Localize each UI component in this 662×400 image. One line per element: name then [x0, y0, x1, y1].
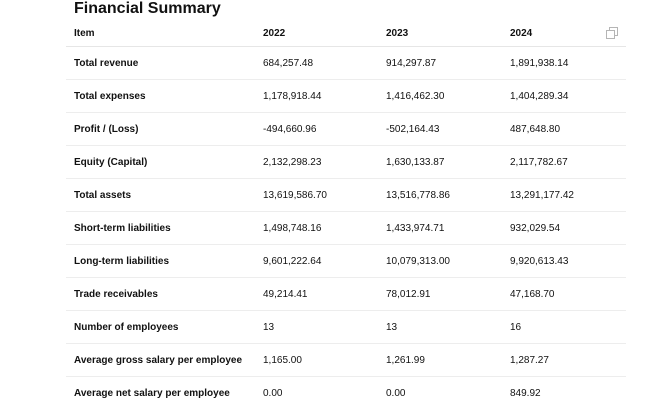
cell-2023: 10,079,313.00 — [386, 255, 450, 267]
column-header-2024: 2024 — [510, 27, 533, 39]
cell-2022: 1,165.00 — [263, 354, 302, 366]
cell-2022: 2,132,298.23 — [263, 156, 322, 168]
cell-2024: 932,029.54 — [510, 222, 561, 234]
table-row: Trade receivables 49,214.41 78,012.91 47,16… — [66, 278, 626, 311]
row-label: Average gross salary per employee — [74, 354, 243, 366]
cell-2023: 13,516,778.86 — [386, 189, 450, 201]
row-label: Total assets — [74, 189, 132, 201]
row-label: Equity (Capital) — [74, 156, 148, 168]
table-row: Total expenses 1,178,918.44 1,416,462.30 1,… — [66, 80, 626, 113]
table-row: Total revenue 684,257.48 914,297.87 1,891,9… — [66, 47, 626, 80]
row-label: Short-term liabilities — [74, 222, 171, 234]
column-header-item: Item — [74, 27, 95, 39]
cell-2023: -502,164.43 — [386, 123, 440, 135]
cell-2023: 0.00 — [386, 387, 406, 399]
table-row: Average gross salary per employee 1,165.0… — [66, 344, 626, 377]
table-row: Number of employees 13 13 16 — [66, 311, 626, 344]
cell-2024: 1,891,938.14 — [510, 57, 569, 69]
row-label: Trade receivables — [74, 288, 158, 300]
row-label: Average net salary per employee — [74, 387, 230, 399]
row-label: Number of employees — [74, 321, 179, 333]
cell-2022: 13,619,586.70 — [263, 189, 327, 201]
cell-2023: 13 — [386, 321, 398, 333]
column-header-2023: 2023 — [386, 27, 409, 39]
cell-2023: 1,433,974.71 — [386, 222, 445, 234]
cell-2023: 1,630,133.87 — [386, 156, 445, 168]
table-row: Short-term liabilities 1,498,748.16 1,433,… — [66, 212, 626, 245]
table-row: Long-term liabilities 9,601,222.64 10,079,… — [66, 245, 626, 278]
cell-2024: 13,291,177.42 — [510, 189, 574, 201]
row-label: Total expenses — [74, 90, 146, 102]
cell-2024: 47,168.70 — [510, 288, 555, 300]
financial-summary-table: Item 2022 2023 2024 Total revenue 684,257… — [66, 20, 626, 400]
table-header-row: Item 2022 2023 2024 — [66, 20, 626, 47]
cell-2024: 9,920,613.43 — [510, 255, 569, 267]
cell-2023: 78,012.91 — [386, 288, 431, 300]
row-label: Total revenue — [74, 57, 139, 69]
cell-2022: 684,257.48 — [263, 57, 314, 69]
table-row: Total assets 13,619,586.70 13,516,778.86 13… — [66, 179, 626, 212]
cell-2022: -494,660.96 — [263, 123, 317, 135]
table-body: Total revenue 684,257.48 914,297.87 1,891,9… — [66, 47, 626, 400]
cell-2022: 49,214.41 — [263, 288, 308, 300]
cell-2024: 2,117,782.67 — [510, 156, 568, 168]
cell-2022: 9,601,222.64 — [263, 255, 322, 267]
column-header-2022: 2022 — [263, 27, 286, 39]
copy-icon[interactable] — [606, 27, 618, 39]
cell-2023: 914,297.87 — [386, 57, 437, 69]
cell-2022: 1,498,748.16 — [263, 222, 322, 234]
table-row: Equity (Capital) 2,132,298.23 1,630,133.87… — [66, 146, 626, 179]
cell-2023: 1,416,462.30 — [386, 90, 445, 102]
cell-2024: 1,287.27 — [510, 354, 549, 366]
cell-2022: 13 — [263, 321, 275, 333]
cell-2022: 1,178,918.44 — [263, 90, 322, 102]
table-row: Profit / (Loss) -494,660.96 -502,164.43 487… — [66, 113, 626, 146]
row-label: Profit / (Loss) — [74, 123, 139, 135]
cell-2023: 1,261.99 — [386, 354, 425, 366]
page-title: Financial Summary — [74, 0, 221, 17]
row-label: Long-term liabilities — [74, 255, 170, 267]
cell-2024: 487,648.80 — [510, 123, 561, 135]
cell-2022: 0.00 — [263, 387, 283, 399]
table-row: Average net salary per employee 0.00 0.00 8… — [66, 377, 626, 400]
cell-2024: 1,404,289.34 — [510, 90, 569, 102]
cell-2024: 849.92 — [510, 387, 541, 399]
cell-2024: 16 — [510, 321, 522, 333]
